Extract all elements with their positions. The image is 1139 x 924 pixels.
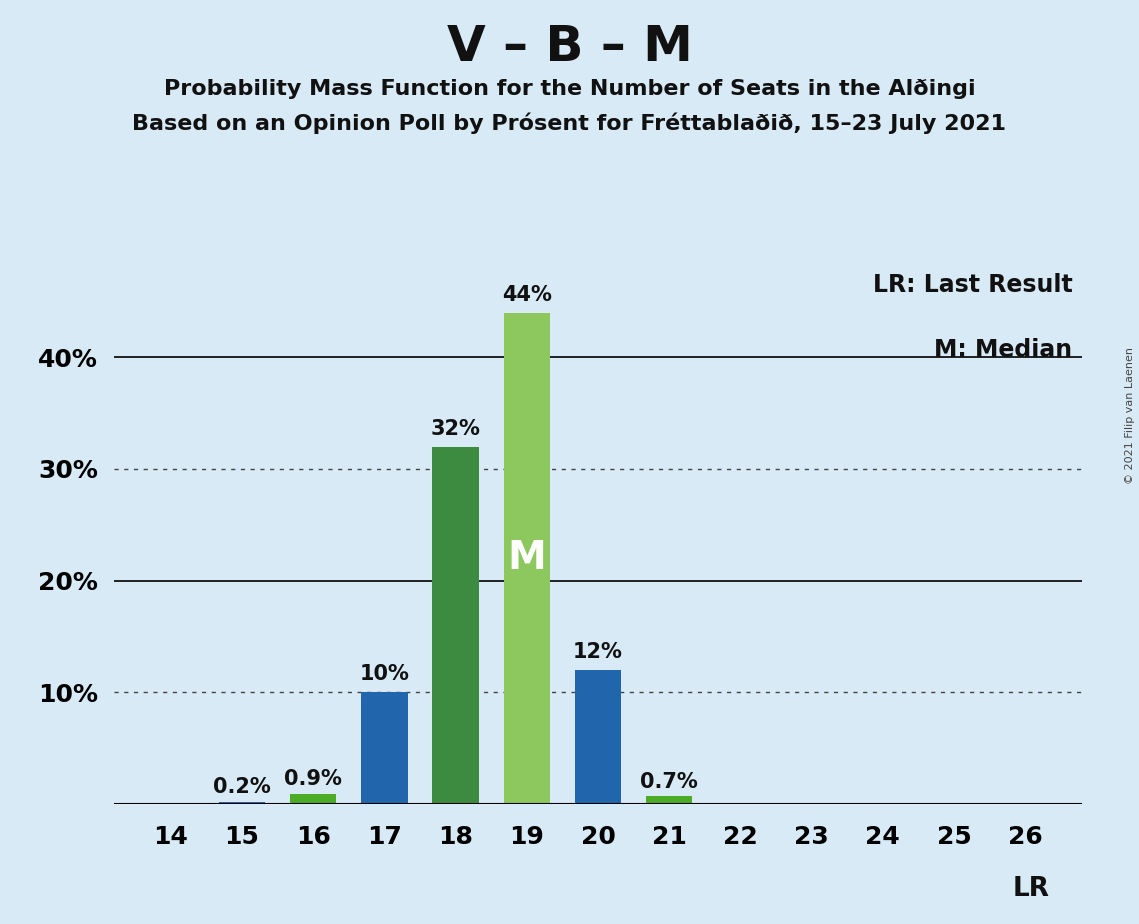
Bar — [503, 312, 550, 804]
Text: V – B – M: V – B – M — [446, 23, 693, 71]
Text: Probability Mass Function for the Number of Seats in the Alðingi: Probability Mass Function for the Number… — [164, 79, 975, 99]
Text: M: M — [507, 540, 547, 578]
Text: M: Median: M: Median — [934, 337, 1073, 361]
Bar — [433, 446, 478, 804]
Bar — [646, 796, 693, 804]
Text: © 2021 Filip van Laenen: © 2021 Filip van Laenen — [1125, 347, 1134, 484]
Bar — [575, 670, 621, 804]
Text: 12%: 12% — [573, 642, 623, 663]
Text: 0.9%: 0.9% — [285, 770, 342, 789]
Bar — [361, 692, 408, 804]
Text: 0.7%: 0.7% — [640, 772, 698, 792]
Bar — [219, 802, 265, 804]
Text: Based on an Opinion Poll by Prósent for Fréttablaðið, 15–23 July 2021: Based on an Opinion Poll by Prósent for … — [132, 113, 1007, 134]
Text: LR: LR — [1013, 877, 1050, 903]
Text: 10%: 10% — [360, 664, 409, 685]
Bar — [290, 794, 336, 804]
Text: 32%: 32% — [431, 419, 481, 439]
Text: 0.2%: 0.2% — [213, 777, 271, 797]
Text: LR: Last Result: LR: Last Result — [872, 274, 1073, 298]
Text: 44%: 44% — [502, 285, 551, 305]
